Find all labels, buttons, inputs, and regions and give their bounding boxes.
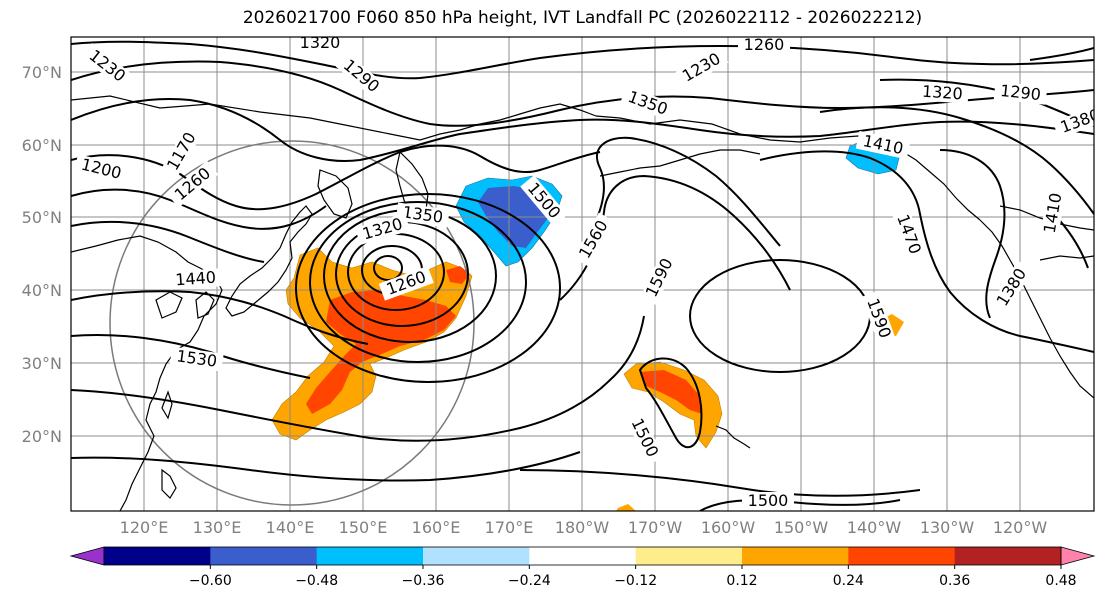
lon-label: 120°W [993,518,1048,537]
colorbar-segment [742,547,849,565]
lat-label: 70°N [22,63,62,82]
contour-label: 1320 [921,82,963,104]
colorbar-tick-label: −0.60 [189,573,232,589]
contour-label: 1290 [999,81,1041,104]
map-frame [70,36,1095,512]
contour-label: 1500 [748,491,789,510]
ivt-weak-patch-south [616,504,636,511]
colorbar-segment [635,547,743,565]
colorbar-tick-label: −0.48 [295,573,338,589]
contour-label: 1440 [175,268,217,290]
ivt-strong-north-patch [446,266,470,284]
colorbar-tick-label: 0.12 [726,573,757,589]
lat-label: 20°N [22,427,62,446]
colorbar-extend-min [69,546,105,566]
latitude-labels: 70°N 60°N 50°N 40°N 30°N 20°N [22,63,62,446]
lon-label: 150°W [774,518,829,537]
ivt-strong-region-west-pacific [306,290,456,414]
colorbar-tick-label: 0.36 [939,573,970,589]
lon-label: 130°E [193,518,242,537]
lon-label: 140°E [266,518,315,537]
lat-label: 30°N [22,354,62,373]
lat-label: 50°N [22,208,62,227]
lat-label: 40°N [22,281,62,300]
lon-label: 130°W [920,518,975,537]
colorbar-segment [848,547,956,565]
lon-label: 120°E [120,518,169,537]
colorbar-tick-label: −0.24 [508,573,551,589]
colorbar-extend-max [1060,546,1096,566]
contour-label: 1320 [300,33,341,52]
colorbar-tick-label: −0.12 [614,573,657,589]
colorbar-segment [529,547,637,565]
colorbar-segment [210,547,318,565]
colorbar-segment [316,547,424,565]
range-circle [109,140,475,506]
lon-label: 170°E [485,518,534,537]
contour-label: 1260 [744,35,785,54]
colorbar-segment [423,547,530,565]
lon-label: 160°W [701,518,756,537]
colorbar-segment [104,547,211,565]
colorbar-segment [954,547,1062,565]
lon-label: 180°W [555,518,610,537]
lon-label: 150°E [339,518,388,537]
colorbar-tick-label: 0.24 [833,573,864,589]
colorbar-outline [103,546,1062,566]
lon-label: 170°W [628,518,683,537]
lon-label: 160°E [412,518,461,537]
coastlines [71,95,1094,511]
colorbar-tick-label: −0.36 [402,573,445,589]
colorbar: −0.60 −0.48 −0.36 −0.24 −0.12 0.12 0.24 0.36 0.4… [69,546,1096,589]
lat-label: 60°N [22,136,62,155]
map-title: 2026021700 F060 850 hPa height, IVT Land… [242,8,923,28]
lon-label: 140°W [847,518,902,537]
longitude-labels: 120°E 130°E 140°E 150°E 160°E 170°E 180°… [120,518,1048,537]
colorbar-tick-label: 0.48 [1045,573,1076,589]
